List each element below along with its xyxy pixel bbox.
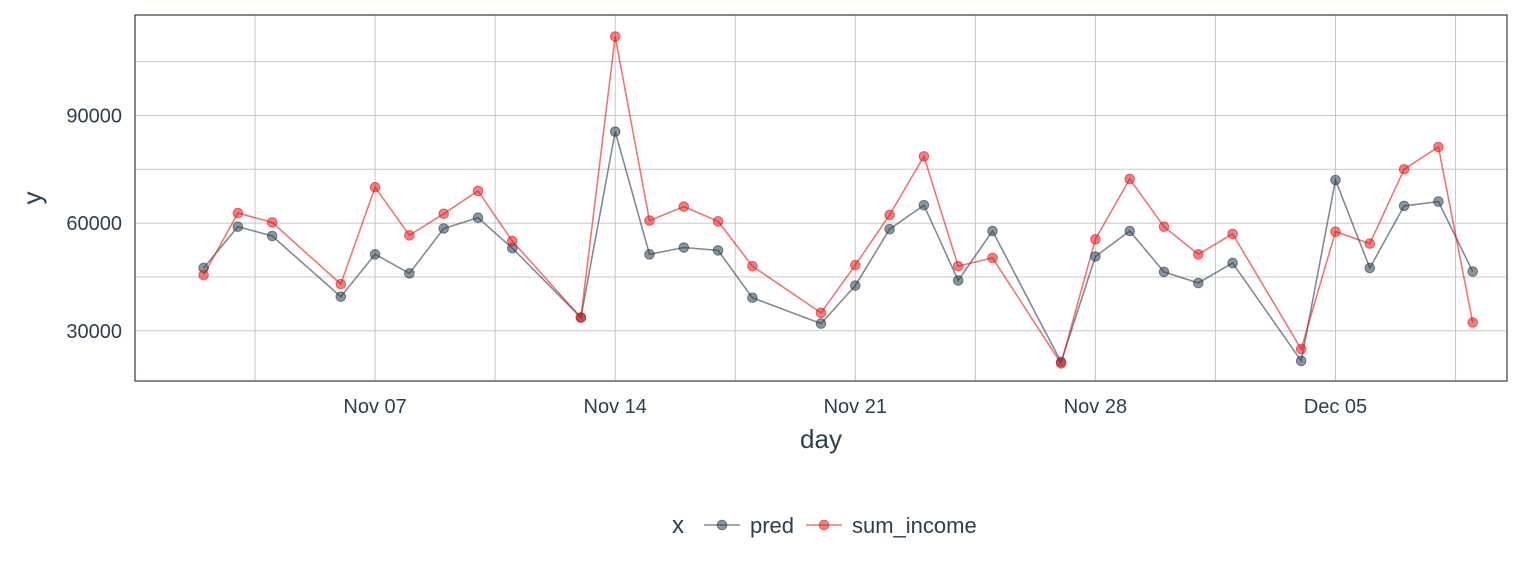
data-point-sum_income: [1124, 173, 1135, 185]
data-point-pred: [1398, 200, 1410, 212]
data-point-pred: [678, 242, 690, 253]
data-point-pred: [1467, 266, 1478, 277]
data-point-pred: [335, 291, 347, 302]
x-tick-labels: Nov 07 Nov 14 Nov 21 Nov 28 Dec 05: [343, 396, 1367, 418]
data-point-sum_income: [884, 209, 895, 221]
data-point-pred: [1227, 257, 1238, 269]
data-point-pred: [1364, 262, 1376, 274]
x-tick-label: Nov 21: [824, 396, 887, 418]
series-line-pred: [202, 131, 1474, 365]
data-point-sum_income: [987, 252, 998, 264]
data-point-pred: [644, 249, 655, 260]
data-point-sum_income: [438, 208, 450, 220]
data-point-pred: [438, 223, 450, 234]
x-tick-label: Dec 05: [1304, 396, 1367, 418]
series-lines: [202, 36, 1474, 366]
data-point-pred: [1090, 251, 1101, 262]
y-tick-label: 30000: [66, 321, 122, 343]
data-point-sum_income: [1364, 238, 1376, 249]
legend-key-point-sum_income: [818, 519, 830, 531]
plot-panel-border: [134, 14, 1508, 382]
data-point-sum_income: [198, 269, 209, 281]
data-point-pred: [404, 268, 415, 279]
data-point-sum_income: [712, 216, 724, 227]
legend: x pred sum_income: [672, 512, 977, 539]
data-point-pred: [1433, 196, 1444, 207]
x-axis-title: day: [800, 424, 842, 454]
y-tick-labels: 30000 60000 90000: [66, 105, 122, 342]
data-point-sum_income: [1090, 233, 1101, 245]
data-point-sum_income: [609, 31, 621, 42]
data-point-sum_income: [472, 185, 484, 197]
data-point-pred: [918, 199, 930, 211]
y-axis-title: y: [17, 192, 47, 205]
data-point-pred: [884, 223, 895, 235]
data-point-sum_income: [678, 201, 690, 212]
data-point-sum_income: [1193, 249, 1204, 260]
y-tick-label: 90000: [66, 105, 122, 127]
series-points: [198, 31, 1478, 369]
data-point-sum_income: [266, 217, 278, 228]
data-point-sum_income: [747, 260, 758, 272]
x-tick-label: Nov 07: [343, 396, 406, 418]
data-point-pred: [1193, 277, 1204, 289]
data-point-sum_income: [918, 151, 930, 162]
data-point-sum_income: [1330, 226, 1341, 238]
data-point-sum_income: [404, 230, 415, 241]
legend-title: x: [672, 512, 684, 539]
data-point-pred: [1124, 225, 1135, 237]
data-point-pred: [987, 225, 998, 237]
data-point-pred: [369, 249, 381, 260]
x-tick-label: Nov 14: [584, 396, 647, 418]
legend-label-sum_income: sum_income: [852, 513, 977, 538]
series-line-sum_income: [202, 36, 1474, 366]
data-point-pred: [266, 230, 278, 242]
data-point-sum_income: [232, 207, 244, 219]
data-point-sum_income: [1295, 343, 1307, 355]
data-point-pred: [815, 318, 827, 329]
data-point-sum_income: [1158, 221, 1170, 233]
data-point-sum_income: [1055, 358, 1067, 369]
data-point-sum_income: [1467, 317, 1478, 328]
data-point-sum_income: [952, 260, 964, 272]
legend-key-point-pred: [716, 519, 728, 531]
x-tick-label: Nov 28: [1064, 396, 1127, 418]
data-point-pred: [712, 245, 724, 256]
data-point-sum_income: [850, 259, 861, 271]
data-point-sum_income: [507, 235, 518, 247]
data-point-pred: [747, 292, 758, 304]
gridlines: [134, 15, 1507, 381]
data-point-pred: [1330, 174, 1341, 186]
data-point-pred: [1295, 355, 1307, 367]
data-point-sum_income: [1398, 163, 1410, 175]
data-point-sum_income: [575, 312, 587, 323]
y-tick-label: 60000: [66, 213, 122, 235]
data-point-sum_income: [335, 278, 347, 290]
data-point-pred: [472, 212, 484, 224]
data-point-sum_income: [1227, 228, 1238, 240]
data-point-pred: [1158, 266, 1170, 278]
data-point-sum_income: [644, 215, 655, 226]
data-point-pred: [850, 280, 861, 291]
data-point-sum_income: [815, 307, 827, 319]
data-point-sum_income: [369, 181, 381, 193]
data-point-pred: [952, 275, 964, 286]
data-point-pred: [609, 126, 621, 137]
legend-label-pred: pred: [750, 513, 794, 538]
data-point-pred: [232, 221, 244, 233]
data-point-sum_income: [1433, 141, 1444, 153]
